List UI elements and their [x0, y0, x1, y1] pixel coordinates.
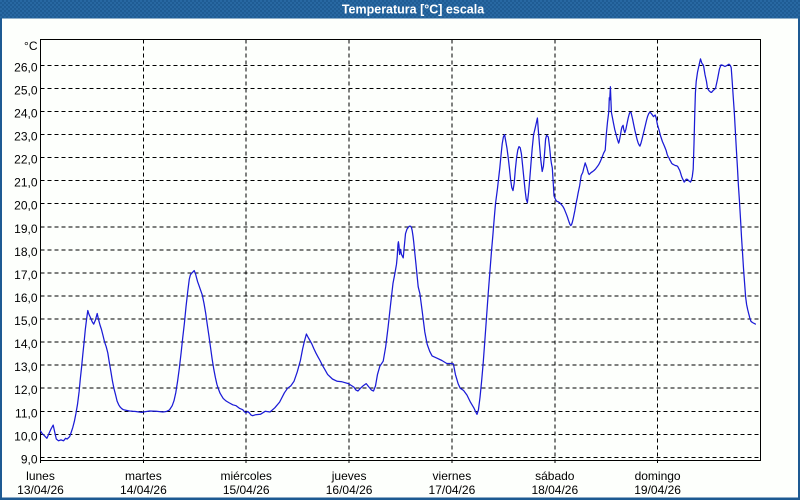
svg-text:17/04/26: 17/04/26 — [429, 483, 476, 497]
svg-text:19/04/26: 19/04/26 — [634, 483, 681, 497]
svg-text:18/04/26: 18/04/26 — [531, 483, 578, 497]
svg-text:19,0: 19,0 — [14, 222, 38, 236]
svg-text:16/04/26: 16/04/26 — [326, 483, 373, 497]
svg-text:sábado: sábado — [535, 469, 575, 483]
svg-text:25,0: 25,0 — [14, 83, 38, 97]
svg-text:martes: martes — [125, 469, 162, 483]
svg-text:Temperatura [°C] escala: Temperatura [°C] escala — [342, 3, 485, 17]
svg-text:22,0: 22,0 — [14, 153, 38, 167]
svg-text:12,0: 12,0 — [14, 383, 38, 397]
svg-text:miércoles: miércoles — [221, 469, 272, 483]
svg-text:24,0: 24,0 — [14, 107, 38, 121]
svg-text:13,0: 13,0 — [14, 360, 38, 374]
svg-text:10,0: 10,0 — [14, 429, 38, 443]
svg-text:13/04/26: 13/04/26 — [17, 483, 64, 497]
svg-text:°C: °C — [24, 39, 38, 53]
svg-text:11,0: 11,0 — [15, 406, 38, 420]
svg-text:15,0: 15,0 — [14, 314, 38, 328]
svg-text:18,0: 18,0 — [14, 245, 38, 259]
svg-text:14/04/26: 14/04/26 — [120, 483, 167, 497]
svg-text:26,0: 26,0 — [14, 60, 38, 74]
svg-text:viernes: viernes — [433, 469, 472, 483]
svg-text:23,0: 23,0 — [14, 130, 38, 144]
svg-text:lunes: lunes — [26, 469, 55, 483]
svg-text:jueves: jueves — [331, 469, 367, 483]
svg-text:9,0: 9,0 — [21, 452, 38, 466]
svg-text:20,0: 20,0 — [14, 199, 38, 213]
svg-text:15/04/26: 15/04/26 — [223, 483, 270, 497]
svg-text:14,0: 14,0 — [14, 337, 38, 351]
svg-text:domingo: domingo — [635, 469, 681, 483]
svg-text:17,0: 17,0 — [14, 268, 38, 282]
svg-text:21,0: 21,0 — [14, 176, 38, 190]
svg-text:16,0: 16,0 — [14, 291, 38, 305]
